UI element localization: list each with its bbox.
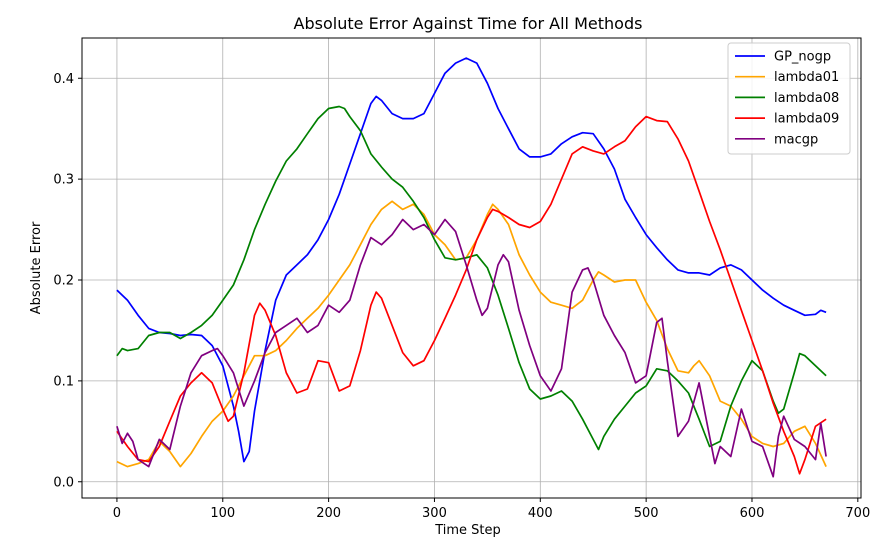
legend-label: lambda08: [774, 91, 839, 106]
y-tick-label: 0.0: [53, 475, 74, 490]
x-axis-title: Time Step: [434, 523, 501, 537]
x-tick-label: 200: [316, 506, 341, 521]
series-line-lambda09: [116, 115, 827, 475]
legend-label: lambda09: [774, 112, 839, 127]
series-line-GP_nogp: [116, 57, 827, 463]
legend-label: GP_nogp: [774, 50, 831, 65]
plot-frame: [81, 37, 862, 499]
x-tick-label: 600: [740, 506, 765, 521]
legend: GP_nogp lambda01 lambda08 lambda09 macgp: [727, 42, 851, 155]
legend-frame: [727, 42, 851, 155]
x-tick-label: 500: [634, 506, 659, 521]
legend-label: macgp: [774, 132, 818, 147]
x-tick-label: 300: [422, 506, 447, 521]
x-tick-label: 400: [528, 506, 553, 521]
y-tick-label: 0.4: [53, 72, 74, 87]
legend-label: lambda01: [774, 70, 839, 85]
chart-title: Absolute Error Against Time for All Meth…: [294, 14, 643, 33]
y-axis-title: Absolute Error: [29, 221, 44, 314]
series-line-macgp: [116, 218, 827, 478]
x-tick-label: 700: [845, 506, 870, 521]
series-line-lambda01: [116, 200, 827, 468]
x-tick-label: 0: [113, 506, 121, 521]
x-tick-label: 100: [210, 506, 235, 521]
series-line-lambda08: [116, 105, 827, 451]
y-tick-label: 0.3: [53, 173, 74, 188]
axis-ticks: 0 100 200 300 400 500 600 700 0.0 0.1 0.2 0.3 0.4: [53, 72, 870, 521]
y-tick-label: 0.1: [53, 374, 74, 389]
series-lines: [116, 57, 827, 478]
y-tick-label: 0.2: [53, 274, 74, 289]
